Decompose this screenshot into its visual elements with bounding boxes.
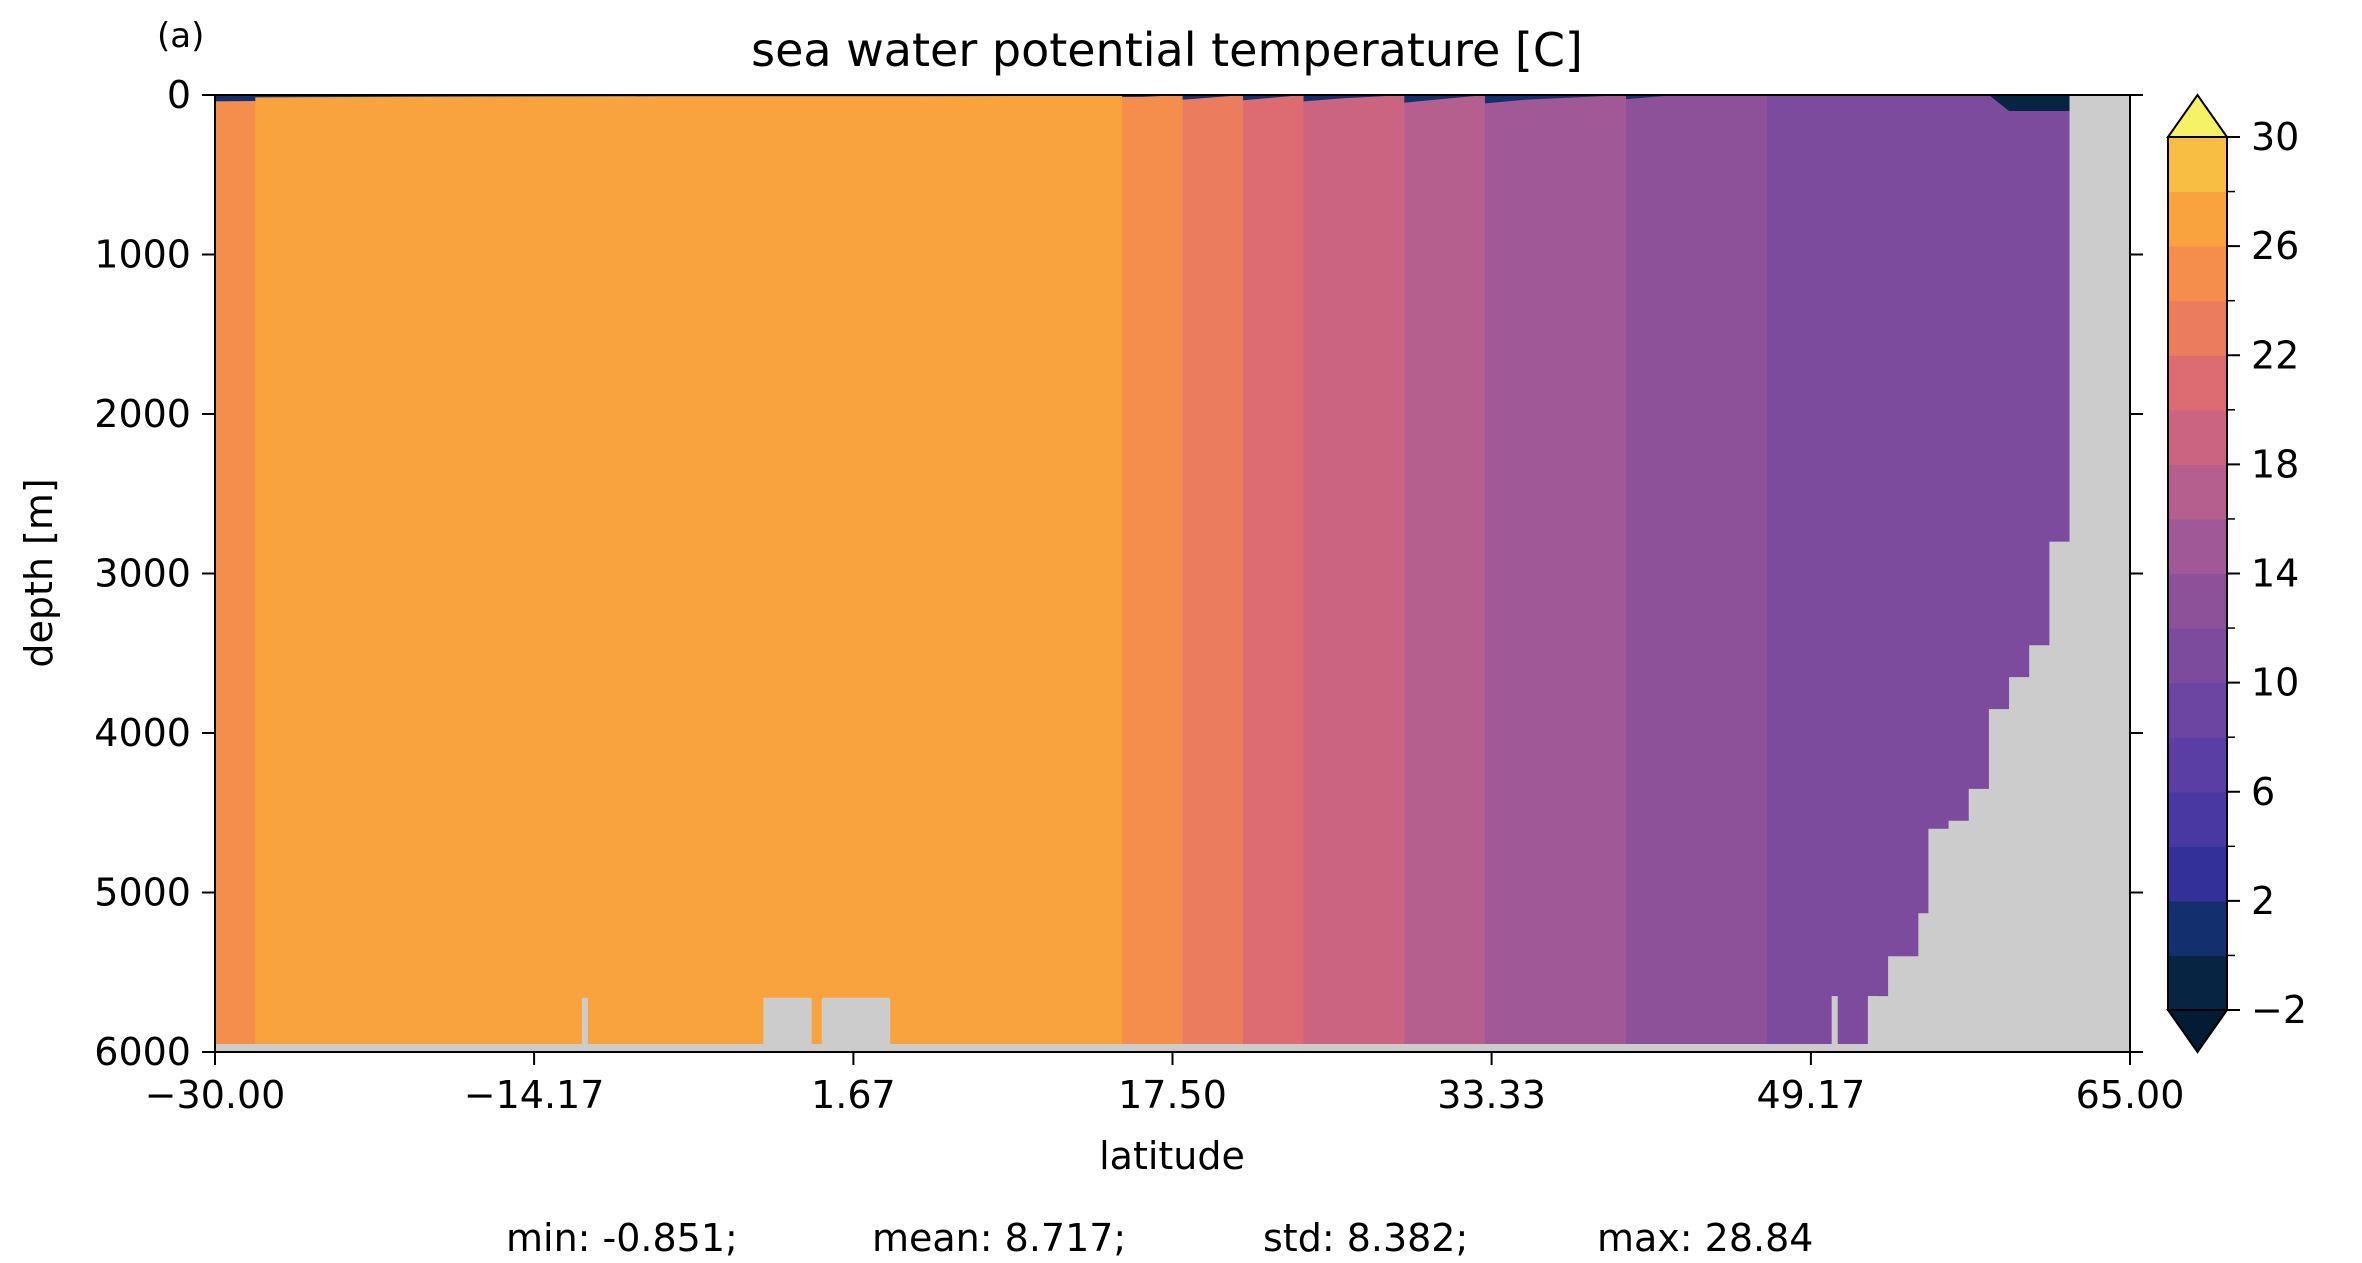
colorbar-segment bbox=[2168, 791, 2227, 847]
y-tick-label: 0 bbox=[167, 73, 191, 117]
stat-min: min: -0.851; bbox=[506, 1216, 738, 1260]
land-mask-layer bbox=[215, 95, 2130, 1052]
x-tick-label: 33.33 bbox=[1437, 1073, 1546, 1117]
cold-surface-patch bbox=[1988, 95, 2070, 111]
colorbar-segment bbox=[2168, 464, 2227, 520]
y-tick-label: 6000 bbox=[94, 1030, 191, 1074]
x-tick-label: 65.00 bbox=[2076, 1073, 2185, 1117]
colorbar-tick-label: 18 bbox=[2251, 442, 2299, 486]
colorbar-extend-top bbox=[2166, 93, 2229, 138]
colorbar-segment bbox=[2168, 191, 2227, 247]
colorbar-segment bbox=[2168, 409, 2227, 465]
colorbar-segment bbox=[2168, 682, 2227, 738]
land-mask-5 bbox=[763, 997, 812, 1052]
chart-title: sea water potential temperature [C] bbox=[751, 23, 1583, 77]
colorbar-tick-label: 10 bbox=[2251, 661, 2299, 705]
colorbar-segment bbox=[2168, 137, 2227, 193]
colorbar-segment bbox=[2168, 737, 2227, 793]
colorbar-tick-label: 14 bbox=[2251, 552, 2299, 596]
temperature-contour-layer bbox=[215, 95, 2070, 1052]
land-mask-1 bbox=[1831, 996, 1838, 1052]
x-tick-label: 49.17 bbox=[1757, 1073, 1866, 1117]
y-axis-label: depth [m] bbox=[17, 478, 61, 667]
colorbar-segment bbox=[2168, 300, 2227, 356]
panel-label: (a) bbox=[157, 16, 204, 56]
colorbar-tick-label: 30 bbox=[2251, 115, 2299, 159]
x-axis: −30.00 −14.17 1.67 17.50 33.33 49.17 65.00 bbox=[145, 1052, 2185, 1117]
land-mask-4 bbox=[581, 997, 588, 1052]
y-tick-label: 3000 bbox=[94, 552, 191, 596]
colorbar-segment bbox=[2168, 955, 2227, 1011]
y-tick-label: 4000 bbox=[94, 711, 191, 755]
colorbar-tick-label: −2 bbox=[2251, 988, 2307, 1032]
stat-max: max: 28.84 bbox=[1597, 1216, 1813, 1260]
colorbar-segment bbox=[2168, 900, 2227, 956]
y-tick-label: 1000 bbox=[94, 233, 191, 277]
colorbar-tick-label: 6 bbox=[2251, 770, 2275, 814]
colorbar-tick-label: 26 bbox=[2251, 224, 2299, 268]
land-mask-3 bbox=[215, 1044, 2130, 1052]
colorbar-tick-label: 22 bbox=[2251, 333, 2299, 377]
colorbar-segment bbox=[2168, 246, 2227, 302]
stat-std: std: 8.382; bbox=[1263, 1216, 1468, 1260]
colorbar-segment bbox=[2168, 355, 2227, 411]
x-tick-label: −30.00 bbox=[145, 1073, 286, 1117]
land-mask-0 bbox=[1867, 95, 2130, 1052]
x-tick-label: 17.50 bbox=[1118, 1073, 1227, 1117]
colorbar-segment bbox=[2168, 573, 2227, 629]
colorbar-extend-bottom bbox=[2166, 1009, 2229, 1054]
colorbar-segment bbox=[2168, 518, 2227, 574]
x-tick-label: 1.67 bbox=[811, 1073, 896, 1117]
colorbar-segment bbox=[2168, 846, 2227, 902]
x-axis-label: latitude bbox=[1099, 1134, 1245, 1178]
stats-line: min: -0.851; mean: 8.717; std: 8.382; ma… bbox=[506, 1216, 1813, 1260]
temperature-band-28 bbox=[255, 95, 1123, 1052]
land-mask-2 bbox=[1867, 996, 1879, 1045]
x-tick-label: −14.17 bbox=[464, 1073, 605, 1117]
stat-mean: mean: 8.717; bbox=[872, 1216, 1126, 1260]
colorbar-segment bbox=[2168, 628, 2227, 684]
y-axis: 0 1000 2000 3000 4000 5000 6000 bbox=[94, 73, 2143, 1074]
colorbar-tick-label: 2 bbox=[2251, 879, 2275, 923]
plot-area bbox=[214, 94, 2131, 1053]
y-tick-label: 2000 bbox=[94, 392, 191, 436]
land-mask-6 bbox=[821, 997, 891, 1052]
y-tick-label: 5000 bbox=[94, 871, 191, 915]
